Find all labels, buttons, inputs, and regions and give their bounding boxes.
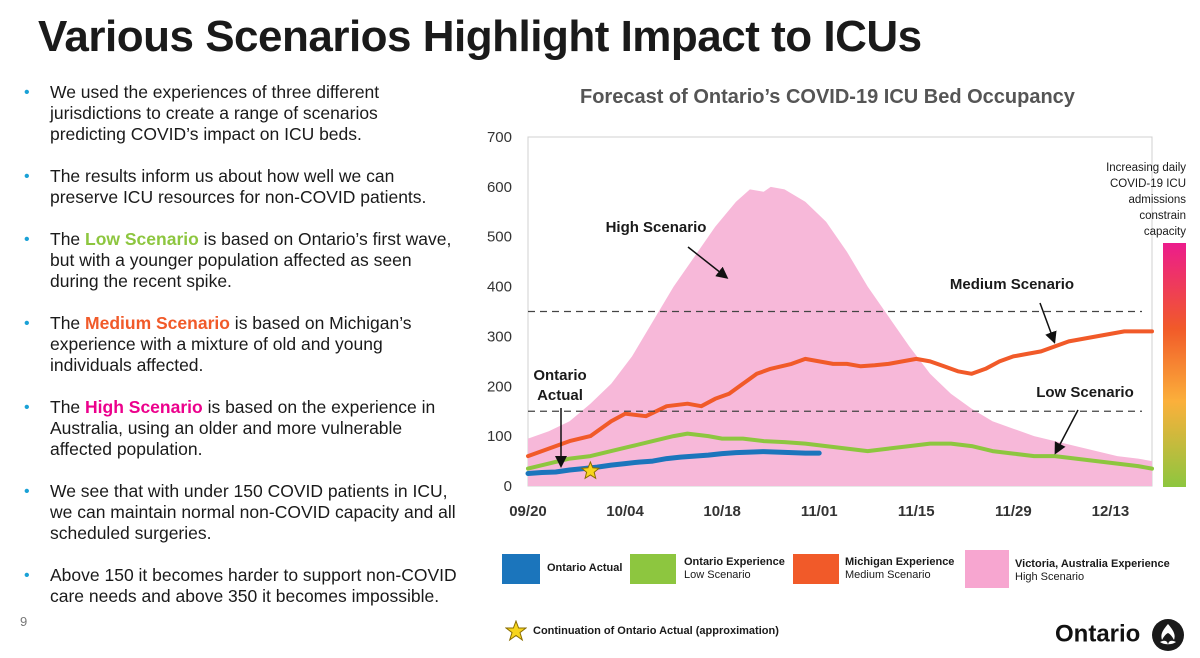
ontario-logo: Ontario <box>1055 618 1185 652</box>
medium-scenario-highlight: Medium Scenario <box>85 313 230 333</box>
bullet-item: • Above 150 it becomes harder to support … <box>18 565 458 607</box>
x-tick-label: 09/20 <box>509 503 547 520</box>
gradient-bar-label: Increasing daily COVID-19 ICU admissions co… <box>1106 162 1186 238</box>
legend-sublabel-low: Low Scenario <box>684 569 751 581</box>
bullet-text: is based on the experience in Australia,… <box>50 397 436 459</box>
legend-swatch-actual <box>502 554 540 584</box>
x-tick-label: 10/04 <box>606 503 644 520</box>
bullet-item: • The High Scenario is based on the exper… <box>18 397 458 460</box>
bullet-item: • The Medium Scenario is based on Michiga… <box>18 313 458 376</box>
annotation-arrow-medium <box>1039 302 1057 344</box>
bullet-item: • The results inform us about how well we… <box>18 166 458 208</box>
legend-swatch-medium <box>793 554 839 584</box>
y-tick-label: 600 <box>487 179 512 196</box>
y-tick-label: 500 <box>487 229 512 246</box>
legend-sublabel-high: High Scenario <box>1015 571 1085 583</box>
y-tick-label: 400 <box>487 279 512 296</box>
x-tick-label: 11/01 <box>801 503 838 520</box>
series-line-low <box>526 431 1154 471</box>
annotation-ontario-actual-line1: Ontario <box>533 367 586 384</box>
page-title: Various Scenarios Highlight Impact to IC… <box>38 12 922 61</box>
bullet-item: • We used the experiences of three differ… <box>18 82 458 145</box>
star-legend-label: Continuation of Ontario Actual (approxim… <box>533 625 779 637</box>
bullet-text: The <box>50 229 86 249</box>
legend-label-low: Ontario Experience <box>684 556 785 568</box>
y-tick-label: 0 <box>504 478 512 495</box>
x-tick-label: 12/13 <box>1092 503 1130 520</box>
bullet-dot-icon: • <box>24 483 30 500</box>
annotation-high-scenario: High Scenario <box>606 219 707 236</box>
bullet-dot-icon: • <box>24 84 30 101</box>
annotation-ontario-actual-line2: Actual <box>537 387 583 404</box>
bullet-text: The results inform us about how well we … <box>50 166 427 207</box>
title-bar: Various Scenarios Highlight Impact to IC… <box>0 0 1200 76</box>
trillium-icon <box>1152 619 1185 651</box>
legend-item-actual: Ontario Actual <box>502 554 632 586</box>
star-icon <box>505 620 527 642</box>
chart-title: Forecast of Ontario’s COVID-19 ICU Bed O… <box>580 86 1075 108</box>
series-line-actual <box>525 449 822 476</box>
y-tick-label: 100 <box>487 428 512 445</box>
page-number: 9 <box>20 614 28 629</box>
logo-text: Ontario <box>1055 620 1141 648</box>
bullet-text: is based on Ontario’s first wave, but wi… <box>50 229 452 291</box>
bullet-dot-icon: • <box>24 567 30 584</box>
bullet-dot-icon: • <box>24 315 30 332</box>
low-scenario-highlight: Low Scenario <box>85 229 199 249</box>
bullet-dot-icon: • <box>24 231 30 248</box>
bullet-text: is based on Michigan’s experience with a… <box>50 313 412 375</box>
annotation-arrow-low <box>1054 409 1079 455</box>
high-scenario-highlight: High Scenario <box>85 397 203 417</box>
bullet-list: • We used the experiences of three differ… <box>18 82 458 628</box>
bullet-dot-icon: • <box>24 168 30 185</box>
bullet-dot-icon: • <box>24 399 30 416</box>
y-tick-label: 200 <box>487 378 512 395</box>
legend-label-medium: Michigan Experience <box>845 556 955 568</box>
annotation-medium-scenario: Medium Scenario <box>950 276 1074 293</box>
star-marker-icon <box>580 460 601 480</box>
x-tick-label: 11/29 <box>995 503 1032 520</box>
x-tick-label: 10/18 <box>703 503 741 520</box>
legend-sublabel-medium: Medium Scenario <box>845 569 931 581</box>
y-tick-label: 700 <box>487 129 512 146</box>
legend-item-high: Victoria, Australia Experience High Scena… <box>965 550 1175 590</box>
bullet-text: We see that with under 150 COVID patient… <box>50 481 456 543</box>
series-line-medium <box>526 329 1154 459</box>
legend-swatch-high <box>965 550 1009 588</box>
legend-item-low: Ontario Experience Low Scenario <box>630 554 790 586</box>
bullet-item: • We see that with under 150 COVID patien… <box>18 481 458 544</box>
annotation-low-scenario: Low Scenario <box>1036 384 1134 401</box>
bullet-item: • The Low Scenario is based on Ontario’s … <box>18 229 458 292</box>
legend-label-actual: Ontario Actual <box>547 562 623 574</box>
capacity-gradient-bar <box>1163 243 1186 487</box>
legend-item-medium: Michigan Experience Medium Scenario <box>793 554 963 586</box>
legend-item-star: Continuation of Ontario Actual (approxim… <box>505 620 825 642</box>
bullet-text: The <box>50 313 86 333</box>
x-tick-label: 11/15 <box>898 503 935 520</box>
y-tick-label: 300 <box>487 328 512 345</box>
annotation-arrow-high <box>687 246 729 279</box>
legend-label-high: Victoria, Australia Experience <box>1015 558 1170 570</box>
plot-area: 0 100 200 300 400 500 600 700 09/20 10/04 10/18 11/… <box>487 129 1154 520</box>
bullet-text: We used the experiences of three differe… <box>50 82 380 144</box>
bullet-text: Above 150 it becomes harder to support n… <box>50 565 457 606</box>
bullet-text: The <box>50 397 86 417</box>
legend-swatch-low <box>630 554 676 584</box>
